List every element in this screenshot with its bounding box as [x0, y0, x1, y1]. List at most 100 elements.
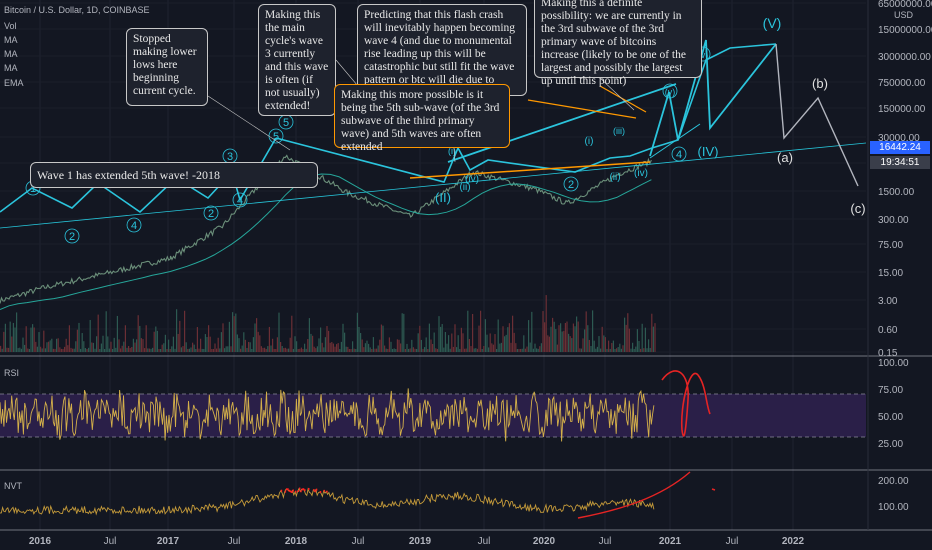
annotation-stopped[interactable]: Stopped making lower lows here beginning… — [126, 28, 208, 106]
indicator-ma-3[interactable]: MA — [4, 63, 18, 73]
volume-bar — [187, 348, 189, 352]
annotation-wave1[interactable]: Wave 1 has extended 5th wave! -2018 — [30, 162, 318, 188]
indicator-vol[interactable]: Vol — [4, 21, 17, 31]
countdown-label: 19:34:51 — [870, 156, 930, 169]
volume-bar — [252, 337, 254, 352]
wave-label-2b: 2 — [208, 208, 214, 220]
volume-bar — [238, 338, 240, 352]
volume-bar — [216, 348, 218, 352]
volume-bar — [470, 346, 472, 352]
nvt-high-point — [314, 490, 316, 493]
volume-bar — [508, 323, 510, 352]
wave-label-v: (v) — [665, 87, 676, 97]
volume-bar — [246, 347, 248, 352]
volume-bar — [531, 311, 533, 352]
volume-bar — [102, 335, 104, 352]
volume-bar — [625, 324, 627, 352]
volume-bar — [395, 348, 397, 352]
volume-bar — [340, 341, 342, 352]
volume-bar — [604, 337, 606, 352]
price-tick-label: 75.00 — [878, 240, 903, 251]
volume-bar — [27, 348, 29, 352]
volume-bar — [260, 346, 262, 352]
indicator-ma-1[interactable]: MA — [4, 35, 18, 45]
current-price-label: 16442.24 — [870, 141, 930, 154]
volume-bar — [622, 345, 624, 352]
volume-bar — [256, 318, 258, 352]
projection-abc — [775, 43, 859, 187]
volume-bar — [353, 348, 355, 352]
volume-bar — [363, 347, 365, 352]
volume-bar — [489, 333, 491, 352]
volume-bar — [150, 348, 152, 352]
volume-bar — [75, 341, 77, 352]
volume-bar — [328, 330, 330, 352]
volume-bar — [443, 347, 445, 352]
chart-title: Bitcoin / U.S. Dollar, 1D, COINBASE — [4, 5, 150, 15]
annotation-definite[interactable]: Making this a definite possibility: we a… — [534, 0, 702, 87]
volume-bar — [123, 341, 125, 352]
volume-bar — [190, 347, 192, 352]
annotation-flash-crash[interactable]: Predicting that this flash crash will in… — [357, 4, 527, 96]
volume-bar — [4, 323, 6, 352]
volume-bar — [30, 327, 32, 352]
volume-bar — [267, 346, 269, 352]
wave-label-i: (i) — [448, 146, 456, 156]
nvt-high-point — [289, 490, 292, 493]
volume-bar — [371, 348, 373, 352]
volume-bar — [131, 346, 133, 352]
volume-bar — [51, 338, 53, 352]
volume-bar — [568, 333, 570, 352]
volume-bar — [361, 339, 363, 352]
volume-bar — [403, 313, 405, 352]
volume-bar — [536, 348, 538, 352]
volume-bar — [601, 326, 603, 352]
volume-bar — [505, 334, 507, 352]
nvt-high-point — [300, 490, 302, 493]
volume-bar — [224, 348, 226, 352]
wave-label-2a: 2 — [69, 231, 75, 243]
volume-bar — [72, 348, 74, 352]
time-tick-label: Jul — [599, 536, 612, 547]
volume-bar — [390, 341, 392, 352]
volume-bar — [272, 338, 274, 352]
volume-bar — [337, 343, 339, 352]
volume-bar — [449, 348, 451, 352]
volume-bar — [481, 348, 483, 352]
nvt-high-point — [302, 488, 305, 491]
volume-bar — [520, 348, 522, 352]
volume-bar — [444, 332, 446, 352]
wave-label-II: (II) — [435, 190, 451, 205]
volume-bar — [204, 334, 206, 352]
volume-bar — [139, 325, 141, 352]
volume-bar — [379, 339, 381, 352]
volume-bar — [259, 335, 261, 352]
price-unit[interactable]: USD — [894, 10, 914, 20]
annotation-wave3[interactable]: Making this the main cycle's wave 3 curr… — [258, 4, 336, 116]
nvt-projection-dot — [711, 488, 716, 491]
volume-bar — [94, 348, 96, 352]
volume-bar — [225, 346, 227, 352]
volume-bar — [460, 327, 462, 352]
volume-bar — [494, 334, 496, 352]
indicator-ema[interactable]: EMA — [4, 78, 24, 88]
volume-bar — [264, 347, 266, 352]
volume-bar — [153, 331, 155, 352]
volume-bar — [640, 348, 642, 352]
volume-bar — [408, 348, 410, 352]
volume-bar — [192, 342, 194, 352]
rsi-pane-label: RSI — [4, 368, 20, 378]
volume-bar — [539, 346, 541, 352]
volume-bar — [89, 319, 91, 352]
volume-bar — [558, 325, 560, 352]
volume-bar — [168, 339, 170, 352]
volume-bar — [35, 341, 37, 352]
projection-arm — [649, 123, 701, 159]
volume-bar — [521, 348, 523, 352]
volume-bar — [555, 329, 557, 352]
volume-bar — [200, 338, 202, 352]
volume-bar — [548, 336, 550, 352]
annotation-fifth-subwave[interactable]: Making this more possible is it being th… — [334, 84, 510, 153]
indicator-ma-2[interactable]: MA — [4, 49, 18, 59]
